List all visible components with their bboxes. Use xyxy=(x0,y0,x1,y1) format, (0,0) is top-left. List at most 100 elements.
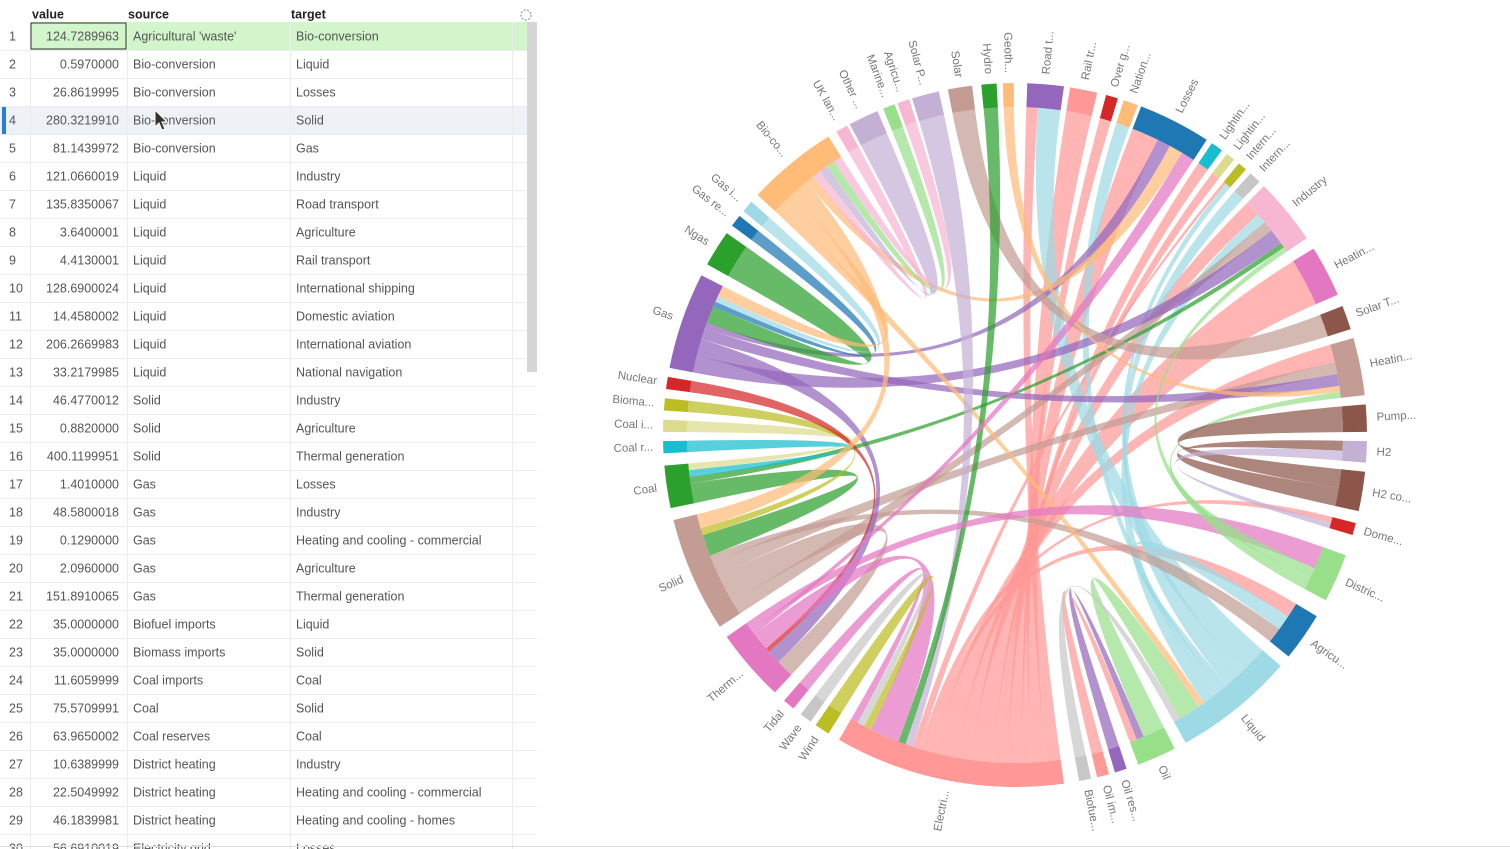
node-arc[interactable] xyxy=(836,125,859,153)
value-cell[interactable]: 26.8619995 xyxy=(53,85,119,99)
node-arc[interactable] xyxy=(663,398,689,413)
source-cell[interactable]: Bio-conversion xyxy=(133,113,216,127)
source-cell[interactable]: Coal xyxy=(133,701,159,715)
node-arc[interactable] xyxy=(669,275,723,373)
target-cell[interactable]: Industry xyxy=(296,757,341,771)
node-arc[interactable] xyxy=(1330,337,1365,398)
node-arc[interactable] xyxy=(1320,305,1351,337)
source-cell[interactable]: Liquid xyxy=(133,309,166,323)
node-arc[interactable] xyxy=(1269,603,1317,657)
target-cell[interactable]: Coal xyxy=(296,729,322,743)
node-arc[interactable] xyxy=(1074,755,1092,782)
source-cell[interactable]: Solid xyxy=(133,393,161,407)
node-arc[interactable] xyxy=(1174,650,1281,743)
node-arc[interactable] xyxy=(784,682,809,709)
target-cell[interactable]: Losses xyxy=(296,841,336,849)
value-cell[interactable]: 0.8820000 xyxy=(60,421,119,435)
node-arc[interactable] xyxy=(732,215,759,240)
value-cell[interactable]: 81.1439972 xyxy=(53,141,119,155)
node-arc[interactable] xyxy=(1304,547,1346,601)
source-cell[interactable]: District heating xyxy=(133,757,216,771)
node-arc[interactable] xyxy=(1234,173,1260,200)
node-arc[interactable] xyxy=(839,719,1064,787)
node-arc[interactable] xyxy=(1223,163,1246,188)
source-cell[interactable]: Bio-conversion xyxy=(133,141,216,155)
source-cell[interactable]: Gas xyxy=(133,505,156,519)
value-cell[interactable]: 4.4130001 xyxy=(60,253,119,267)
target-cell[interactable]: Road transport xyxy=(296,197,379,211)
node-arc[interactable] xyxy=(726,623,792,693)
node-arc[interactable] xyxy=(1335,469,1366,512)
node-arc[interactable] xyxy=(1198,143,1222,170)
node-arc[interactable] xyxy=(664,463,695,509)
node-arc[interactable] xyxy=(947,85,976,114)
node-arc[interactable] xyxy=(673,514,740,627)
value-cell[interactable]: 48.5800018 xyxy=(53,505,119,519)
value-cell[interactable]: 3.6400001 xyxy=(60,225,119,239)
node-arc[interactable] xyxy=(663,440,688,454)
node-arc[interactable] xyxy=(666,376,692,393)
source-cell[interactable]: Liquid xyxy=(133,281,166,295)
source-cell[interactable]: Gas xyxy=(133,533,156,547)
node-arc[interactable] xyxy=(800,695,825,722)
node-arc[interactable] xyxy=(815,705,842,734)
target-cell[interactable]: Heating and cooling - commercial xyxy=(296,785,482,799)
value-cell[interactable]: 1.4010000 xyxy=(60,477,119,491)
source-cell[interactable]: Biomass imports xyxy=(133,645,225,659)
source-cell[interactable]: Bio-conversion xyxy=(133,85,216,99)
source-cell[interactable]: Biofuel imports xyxy=(133,617,216,631)
node-arc[interactable] xyxy=(1341,440,1367,463)
target-cell[interactable]: Domestic aviation xyxy=(296,309,395,323)
node-arc[interactable] xyxy=(1293,248,1338,305)
value-cell[interactable]: 46.1839981 xyxy=(53,813,119,827)
source-cell[interactable]: Solid xyxy=(133,449,161,463)
node-arc[interactable] xyxy=(1212,153,1235,179)
node-arc[interactable] xyxy=(1108,746,1127,773)
value-cell[interactable]: 135.8350067 xyxy=(46,197,119,211)
value-cell[interactable]: 10.6389999 xyxy=(53,757,119,771)
node-arc[interactable] xyxy=(757,136,842,212)
value-cell[interactable]: 35.0000000 xyxy=(53,617,119,631)
node-arc[interactable] xyxy=(912,91,945,122)
node-arc[interactable] xyxy=(1129,727,1175,765)
source-cell[interactable]: Gas xyxy=(133,589,156,603)
target-cell[interactable]: Agriculture xyxy=(296,421,356,435)
value-cell[interactable]: 400.1199951 xyxy=(47,449,119,463)
target-cell[interactable]: Rail transport xyxy=(296,253,371,267)
value-cell[interactable]: 56.6910019 xyxy=(53,841,119,849)
value-cell[interactable]: 0.1290000 xyxy=(60,533,119,547)
column-header[interactable]: source xyxy=(128,7,169,21)
target-cell[interactable]: Thermal generation xyxy=(296,449,404,463)
source-cell[interactable]: Solid xyxy=(133,421,161,435)
node-arc[interactable] xyxy=(1341,404,1367,433)
source-cell[interactable]: Liquid xyxy=(133,337,166,351)
node-arc[interactable] xyxy=(1116,100,1138,128)
target-cell[interactable]: Agriculture xyxy=(296,225,356,239)
value-cell[interactable]: 124.7289963 xyxy=(46,29,119,43)
source-cell[interactable]: Liquid xyxy=(133,365,166,379)
target-cell[interactable]: Gas xyxy=(296,141,319,155)
target-cell[interactable]: Agriculture xyxy=(296,561,356,575)
settings-icon[interactable] xyxy=(520,9,532,21)
value-cell[interactable]: 280.3219910 xyxy=(46,113,119,127)
target-cell[interactable]: Losses xyxy=(296,477,336,491)
value-cell[interactable]: 11.6059999 xyxy=(54,673,119,687)
node-arc[interactable] xyxy=(707,233,747,276)
value-cell[interactable]: 75.5709991 xyxy=(53,701,119,715)
source-cell[interactable]: Gas xyxy=(133,561,156,575)
source-cell[interactable]: Agricultural 'waste' xyxy=(133,29,236,43)
target-cell[interactable]: Solid xyxy=(296,701,324,715)
source-cell[interactable]: Liquid xyxy=(133,169,166,183)
node-arc[interactable] xyxy=(1066,87,1098,117)
value-cell[interactable]: 128.6900024 xyxy=(46,281,119,295)
target-cell[interactable]: Thermal generation xyxy=(296,589,404,603)
column-header[interactable]: value xyxy=(32,7,64,21)
target-cell[interactable]: National navigation xyxy=(296,365,402,379)
node-arc[interactable] xyxy=(1246,186,1307,252)
node-arc[interactable] xyxy=(1026,83,1064,111)
target-cell[interactable]: Losses xyxy=(296,85,336,99)
value-cell[interactable]: 22.5049992 xyxy=(53,785,119,799)
target-cell[interactable]: Liquid xyxy=(296,57,329,71)
value-cell[interactable]: 0.5970000 xyxy=(60,57,119,71)
value-cell[interactable]: 2.0960000 xyxy=(60,561,119,575)
